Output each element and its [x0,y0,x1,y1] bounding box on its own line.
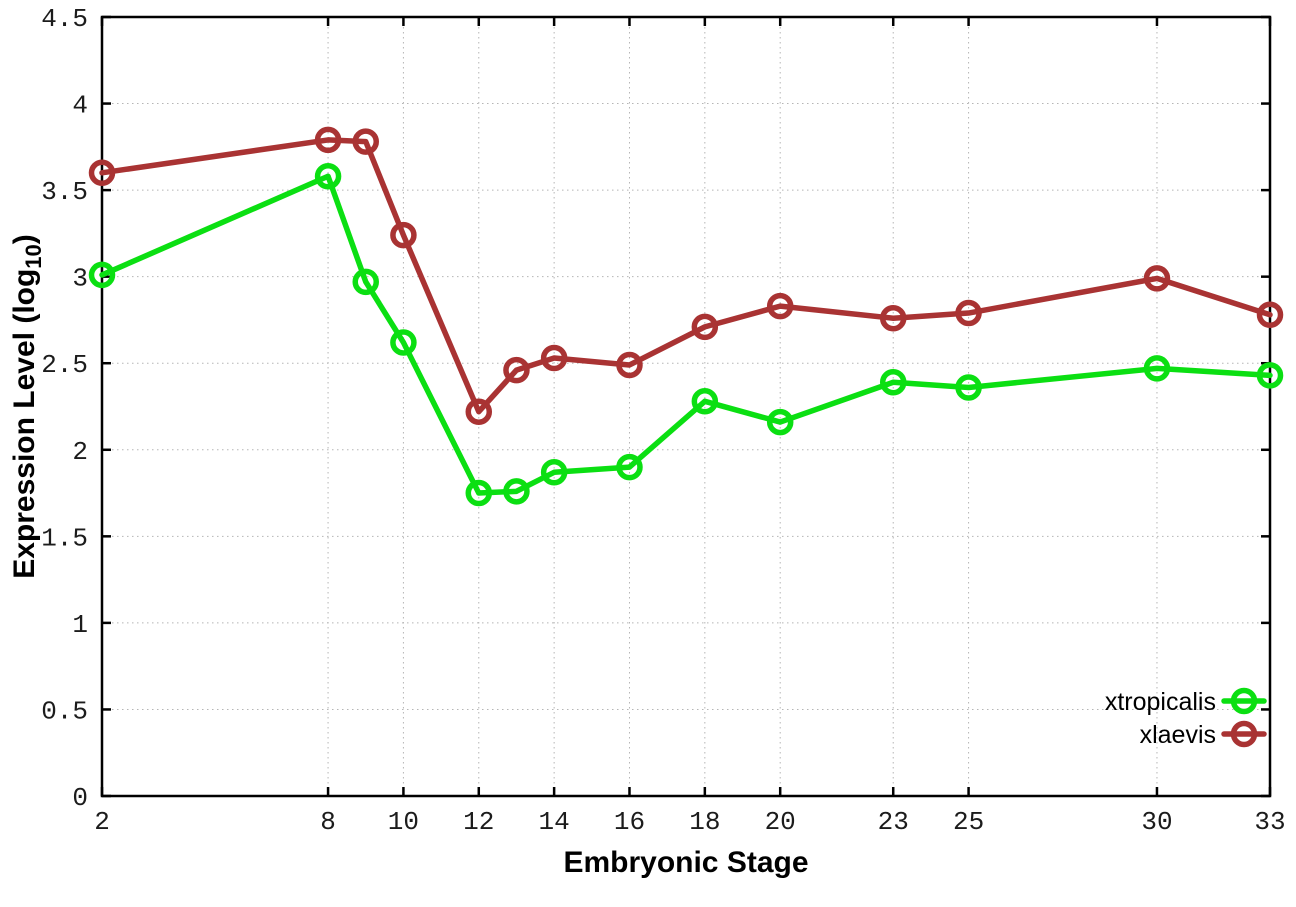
y-tick-label: 3 [72,264,88,294]
data-point-xlaevis [465,398,493,425]
data-point-xtropicalis [955,374,982,401]
data-point-xlaevis [88,159,116,187]
plot-border [100,15,1272,798]
legend-marker-xlaevis [1230,720,1258,748]
y-axis-title: Expression Level (log10) [8,234,46,579]
data-point-xtropicalis [390,329,417,356]
x-tick-label: 14 [539,807,570,837]
x-tick-label: 30 [1141,807,1172,837]
x-tick-label: 8 [320,807,336,837]
data-point-xtropicalis [1256,362,1284,389]
legend-item-xlaevis: xlaevis [1140,720,1267,749]
data-point-xtropicalis [1143,355,1171,382]
data-point-xlaevis [314,126,342,154]
x-tick-label: 23 [878,807,909,837]
data-point-xlaevis [616,351,643,379]
y-tick-label: 2.5 [41,350,88,380]
data-point-xlaevis [691,313,719,341]
x-tick-label: 20 [765,807,796,837]
y-tick-label: 4 [72,91,88,121]
data-point-xtropicalis [766,408,794,436]
y-tick-label: 1.5 [41,523,88,553]
plot-border-and-ticks [100,15,1272,798]
legend-label-xtropicalis: xtropicalis [1105,688,1216,716]
data-point-xtropicalis [616,453,643,481]
x-tick-label: 10 [388,807,419,837]
data-point-xlaevis [352,128,379,155]
legend: xtropicalis xlaevis [1105,687,1267,749]
x-axis-title: Embryonic Stage [563,846,808,879]
data-point-xlaevis [540,344,568,372]
legend-label-xlaevis: xlaevis [1140,721,1216,749]
y-tick-label: 0 [72,783,88,813]
data-point-xlaevis [879,304,907,332]
legend-marker-xtropicalis [1230,687,1258,715]
data-point-xtropicalis [879,369,907,396]
data-point-xtropicalis [540,459,568,486]
data-point-xtropicalis [314,163,342,190]
data-point-xlaevis [1143,265,1171,292]
x-tick-label: 16 [614,807,645,837]
series-xtropicalis [88,163,1284,507]
x-tick-label: 18 [689,807,720,837]
y-tick-label: 2 [72,437,88,467]
gridlines [101,16,1271,797]
y-tick-label: 3.5 [41,177,88,207]
y-tick-label: 4.5 [41,4,88,34]
x-tick-label: 2 [94,807,110,837]
data-point-xlaevis [955,299,982,327]
x-tick-label: 12 [463,807,494,837]
data-point-xtropicalis [465,479,493,507]
data-point-xlaevis [1256,301,1284,329]
data-point-xtropicalis [503,478,530,505]
data-point-xtropicalis [88,261,116,289]
tick-labels: 2 8 10 12 14 16 18 20 23 25 30 33 0 0.5 1 1.5 2 2.5 3 3.5 4 4… [41,4,1285,837]
x-tick-label: 33 [1254,807,1285,837]
data-series [88,126,1284,507]
x-tick-label: 25 [953,807,984,837]
y-tick-label: 0.5 [41,696,88,726]
series-line-xlaevis [99,137,1273,415]
data-point-xtropicalis [352,268,379,296]
series-xlaevis [88,126,1284,425]
data-point-xlaevis [390,221,417,249]
data-point-xlaevis [503,356,530,384]
y-tick-label: 1 [72,610,88,640]
data-point-xlaevis [766,292,794,320]
legend-item-xtropicalis: xtropicalis [1105,687,1267,716]
data-point-xtropicalis [691,388,719,415]
